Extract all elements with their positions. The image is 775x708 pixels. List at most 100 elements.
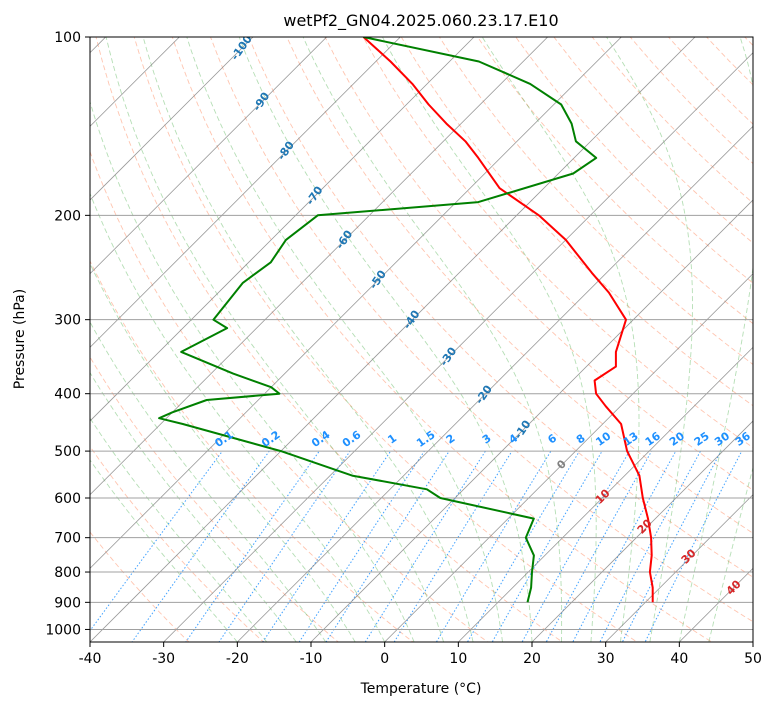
mixing-ratio-line [621,450,722,642]
isotherm-line [457,346,753,642]
x-tick-label: 50 [744,651,762,667]
dry-adiabat-line [248,37,753,578]
dewpoint-profile-line [158,37,598,603]
mixing-ratio-label: 2 [444,432,458,447]
dry-adiabat-line [90,445,265,642]
isotherm-line [90,37,401,348]
mixing-ratio-label: 6 [545,431,559,446]
moist-adiabat-line [186,37,503,642]
dry-adiabat-line [515,37,753,284]
x-tick-label: -30 [152,651,175,667]
moist-adiabat-line [481,37,640,642]
isotherm-line [90,37,622,569]
mixing-ratio-label: 25 [692,429,712,448]
mixing-ratio-line [262,450,392,642]
dry-adiabat-line [171,37,713,642]
moist-adiabat-line [708,465,753,642]
mixing-ratio-label: 0.4 [309,428,333,450]
mixing-ratio-line [90,450,223,632]
dry-adiabat-line [90,531,190,642]
isotherm-line [90,37,475,422]
dry-adiabat-line [553,37,753,244]
moist-adiabat-line [142,37,474,642]
moist-adiabat-line [606,37,693,642]
y-tick-label: 700 [54,531,81,547]
moist-adiabat-line [90,417,268,642]
y-tick-label: 300 [54,313,81,329]
temperature-profile-line [362,37,654,603]
mixing-ratio-label: 0.1 [212,428,235,450]
x-tick-label: -10 [300,651,323,667]
x-tick-label: 10 [449,651,467,667]
moist-adiabat-line [90,262,356,642]
dry-adiabat-line [90,259,414,642]
chart-title: wetPf2_GN04.2025.060.23.17.E10 [283,11,558,31]
isotherm-line [384,273,753,642]
y-axis-label: Pressure (hPa) [12,289,28,389]
y-tick-label: 800 [54,565,81,581]
mixing-ratio-label: 16 [643,429,663,449]
mixing-ratio-label: 1 [385,432,399,447]
dry-adiabat-line [400,37,753,407]
y-tick-label: 400 [54,387,81,403]
y-tick-label: 200 [54,208,81,224]
isotherms [0,10,753,654]
mixing-ratio-label: 36 [733,429,753,449]
mixing-ratio-label: 10 [593,429,613,449]
dry-adiabat-line [439,37,753,365]
dry-adiabat-line [286,37,753,534]
x-axis-label: Temperature (°C) [360,681,482,697]
mixing-ratio-label: 0.6 [340,428,364,450]
dry-adiabat-line [362,37,753,449]
x-tick-label: 0 [380,651,389,667]
dry-adiabat-line [133,37,638,642]
moist-adiabats [90,37,753,642]
x-tick-label: -20 [226,651,249,667]
mixing-ratio-label: 20 [667,429,687,449]
moist-adiabat-line [302,37,563,642]
moist-adiabat-line [678,37,753,642]
moist-adiabat-line [90,100,415,642]
x-tick-label: -40 [79,651,102,667]
y-tick-label: 500 [54,444,81,460]
y-tick-label: 900 [54,595,81,611]
moist-adiabat-line [90,192,386,642]
mixing-ratio-label: 30 [712,429,732,449]
moist-adiabat-line [90,321,327,642]
y-tick-label: 600 [54,491,81,507]
moist-adiabat-line [382,37,597,642]
mixing-ratio-label: 3 [480,432,494,447]
isotherm-line [90,37,696,642]
isotherm-line [90,37,180,127]
dry-adiabat-line [477,37,753,325]
mixing-ratio-line [393,450,513,642]
isotherm-line [90,37,328,275]
isotherm-line [310,199,753,642]
y-axis-ticks: 100 200 300 400 500 600 700 800 900 1000 [45,30,90,638]
dry-adiabat-line [324,37,753,491]
isotherm-line [90,37,549,496]
moist-adiabat-label: 20 [635,516,655,536]
mixing-ratio-line [298,450,425,642]
isobars [90,37,753,630]
isotherm-line [752,641,753,642]
profiles [158,37,654,603]
y-tick-label: 100 [54,30,81,46]
x-tick-label: 30 [597,651,615,667]
moist-adiabat-line [238,37,533,642]
x-tick-label: 20 [523,651,541,667]
y-tick-label: 1000 [45,622,81,638]
mixing-ratio-lines [90,450,743,642]
x-axis-ticks: -40 -30 -20 -10 0 10 20 30 40 50 [79,642,762,667]
isotherm-line [236,125,753,642]
mixing-ratio-label: 8 [574,432,588,447]
plot-frame [89,36,754,643]
isotherm-line [0,10,59,654]
isotherm-line [531,420,753,642]
isotherm-line [605,494,753,642]
isotherm-line [163,52,753,642]
isotherm-line [90,37,254,201]
x-tick-label: 40 [670,651,688,667]
